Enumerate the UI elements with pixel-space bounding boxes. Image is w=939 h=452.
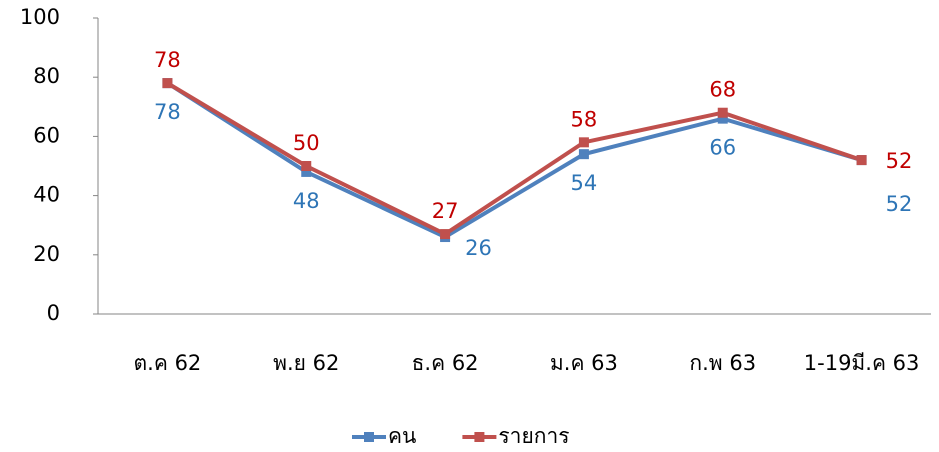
series-line	[166, 81, 863, 237]
x-tick-label: ก.พ 63	[689, 351, 756, 375]
y-tick-label: 0	[47, 301, 60, 325]
x-tick-label: ธ.ค 62	[412, 351, 479, 375]
series-line	[166, 81, 863, 240]
marker	[856, 155, 867, 166]
data-label: 58	[571, 107, 598, 131]
data-label: 78	[154, 100, 181, 124]
marker	[578, 137, 589, 148]
legend-marker	[364, 432, 374, 442]
legend-marker	[474, 432, 485, 442]
marker	[440, 229, 451, 240]
marker	[717, 113, 728, 124]
data-label: 52	[886, 149, 913, 173]
legend-label: คน	[388, 424, 416, 448]
x-tick-label: ม.ค 63	[550, 351, 618, 375]
data-label: 66	[709, 136, 736, 160]
data-label: 68	[709, 78, 736, 102]
marker	[301, 166, 312, 177]
data-label: 54	[571, 171, 598, 195]
y-tick-label: 80	[33, 64, 60, 88]
legend-label: รายการ	[498, 424, 569, 448]
marker	[717, 107, 728, 118]
marker	[301, 161, 312, 171]
data-label: 26	[465, 236, 492, 260]
x-tick-label: พ.ย 62	[273, 351, 339, 375]
y-tick-label: 20	[33, 242, 60, 266]
y-tick-label: 60	[33, 123, 60, 147]
marker	[162, 78, 173, 89]
y-tick-label: 100	[20, 5, 60, 29]
data-label: 48	[293, 189, 320, 213]
y-tick-label: 40	[33, 183, 60, 207]
data-label: 78	[154, 48, 181, 72]
data-label: 52	[886, 192, 913, 216]
data-label: 50	[293, 131, 320, 155]
x-tick-label: 1-19มี.ค 63	[804, 351, 920, 375]
marker	[578, 149, 589, 160]
data-label: 27	[432, 199, 459, 223]
x-tick-label: ต.ค 62	[134, 351, 202, 375]
